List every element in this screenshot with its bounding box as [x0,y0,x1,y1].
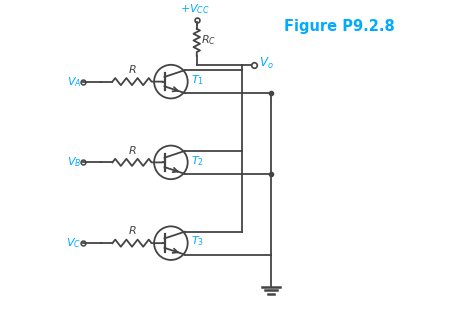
Text: $V_o$: $V_o$ [259,56,274,71]
Text: $V_B$: $V_B$ [66,155,81,169]
Text: $+V_{CC}$: $+V_{CC}$ [180,3,210,16]
Text: $T_3$: $T_3$ [191,234,204,249]
Text: $R$: $R$ [128,63,136,75]
Text: $R_C$: $R_C$ [201,34,216,47]
Text: $V_C$: $V_C$ [66,236,81,250]
Text: $T_1$: $T_1$ [191,73,204,87]
Text: $R$: $R$ [128,144,136,155]
Text: Figure P9.2.8: Figure P9.2.8 [284,19,394,34]
Text: $V_A$: $V_A$ [67,75,81,88]
Text: $R$: $R$ [128,224,136,237]
Text: $T_2$: $T_2$ [191,154,204,168]
